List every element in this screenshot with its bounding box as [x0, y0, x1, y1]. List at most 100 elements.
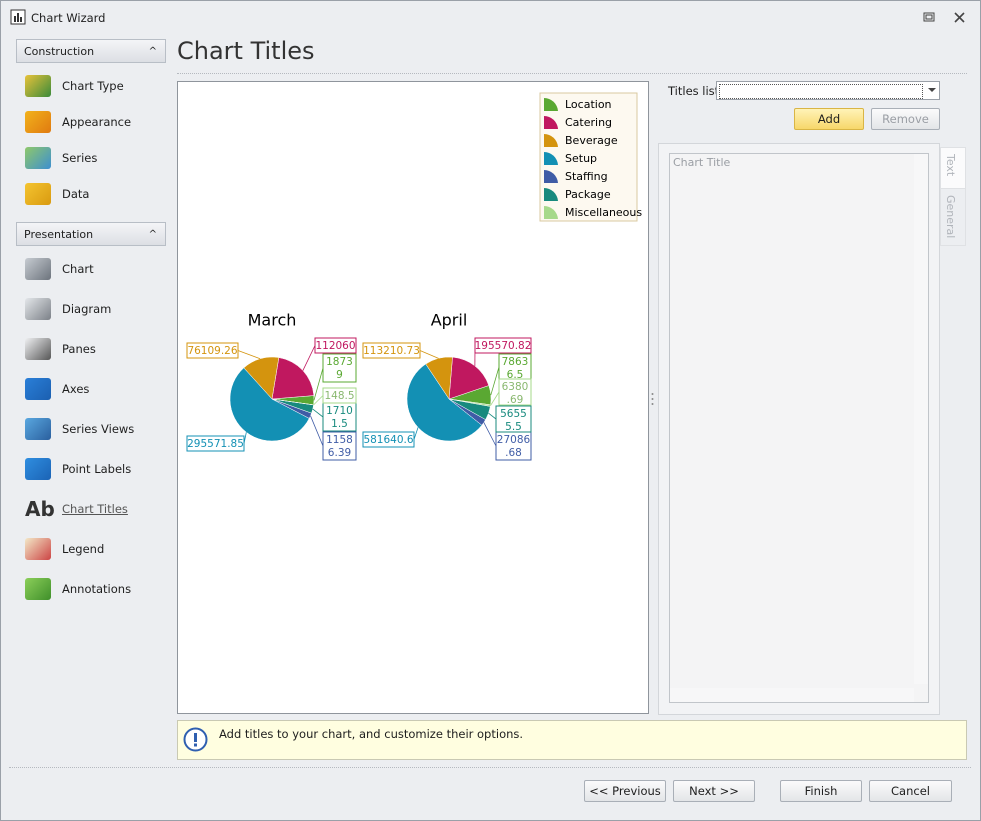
- nav-item[interactable]: Diagram: [25, 294, 111, 324]
- nav-icon: [25, 458, 51, 480]
- splitter-grip[interactable]: [650, 391, 655, 407]
- nav-icon: [25, 183, 51, 205]
- nav-label: Axes: [62, 382, 90, 396]
- hint-box: Add titles to your chart, and customize …: [177, 720, 967, 760]
- nav-item[interactable]: Ab Chart Titles: [25, 494, 128, 524]
- nav-label: Data: [62, 187, 90, 201]
- legend-label: Package: [565, 188, 611, 201]
- leader-line: [490, 391, 500, 406]
- label-box: [186, 435, 245, 452]
- leader-line: [488, 412, 497, 420]
- label-box: [498, 378, 532, 406]
- nav-icon: Ab: [25, 497, 55, 521]
- leader-line: [483, 422, 497, 447]
- close-button[interactable]: [954, 12, 965, 23]
- info-icon: [183, 727, 208, 752]
- nav-item[interactable]: Series: [25, 143, 97, 173]
- label-box: [362, 342, 421, 359]
- nav-label: Legend: [62, 542, 105, 556]
- data-label: 7863 6.5: [502, 356, 529, 381]
- legend-swatch: [544, 205, 558, 219]
- focus-rect: [719, 84, 923, 99]
- legend-swatch: [544, 187, 558, 201]
- nav-icon: [25, 378, 51, 400]
- restore-button[interactable]: [923, 12, 935, 22]
- nav-label: Appearance: [62, 115, 132, 129]
- collapse-chevron[interactable]: ^: [148, 229, 157, 240]
- next-button[interactable]: Next >>: [673, 780, 755, 802]
- group-header[interactable]: Construction ^: [16, 39, 166, 63]
- data-label: 113210.73: [363, 345, 420, 357]
- app-icon: [10, 9, 26, 25]
- pie-slice: [271, 357, 315, 400]
- cancel-button[interactable]: Cancel: [869, 780, 952, 802]
- label-box: [495, 431, 532, 461]
- label-box: [362, 431, 415, 448]
- legend-label: Staffing: [565, 170, 608, 183]
- label-box: [498, 353, 532, 381]
- legend-label: Miscellaneous: [565, 206, 642, 219]
- nav-item[interactable]: Legend: [25, 534, 104, 564]
- data-label: 581640.6: [363, 434, 413, 446]
- nav-item[interactable]: Axes: [25, 374, 89, 404]
- title-text-editor[interactable]: Chart Title: [669, 153, 929, 703]
- nav-item[interactable]: Appearance: [25, 107, 131, 137]
- legend-label: Catering: [565, 116, 612, 129]
- collapse-chevron[interactable]: ^: [148, 46, 157, 57]
- tab-general[interactable]: General: [940, 188, 966, 246]
- group-header[interactable]: Presentation ^: [16, 222, 166, 246]
- nav-item[interactable]: Chart: [25, 254, 94, 284]
- nav-item[interactable]: Data: [25, 179, 89, 209]
- legend-swatch: [544, 169, 558, 183]
- page-title: Chart Titles: [177, 37, 315, 65]
- legend-swatch: [544, 115, 558, 129]
- nav-item[interactable]: Panes: [25, 334, 96, 364]
- nav-icon: [25, 298, 51, 320]
- nav-label: Series Views: [62, 422, 135, 436]
- data-label: 148.5: [324, 390, 354, 402]
- separator: [9, 767, 971, 768]
- data-label: 6380.69: [502, 381, 529, 406]
- legend-label: Setup: [565, 152, 597, 165]
- nav-label: Diagram: [62, 302, 112, 316]
- legend-swatch: [544, 97, 558, 111]
- remove-button[interactable]: Remove: [871, 108, 940, 130]
- nav-item[interactable]: Annotations: [25, 574, 131, 604]
- leader-line: [310, 415, 324, 447]
- titles-list-combobox[interactable]: [716, 81, 940, 100]
- horizontal-scrollbar[interactable]: [670, 688, 914, 702]
- finish-button[interactable]: Finish: [780, 780, 862, 802]
- nav-icon: [25, 147, 51, 169]
- data-label: 5655 5.5: [500, 408, 527, 433]
- leader-line: [490, 366, 500, 396]
- data-label: 295571.85: [187, 438, 244, 450]
- legend-swatch: [544, 151, 558, 165]
- tab-label: Text: [944, 154, 957, 177]
- tab-text[interactable]: Text: [940, 147, 966, 189]
- data-label: 195570.82: [475, 340, 532, 352]
- nav-item[interactable]: Point Labels: [25, 454, 131, 484]
- nav-icon: [25, 338, 51, 360]
- window-title: Chart Wizard: [31, 11, 106, 25]
- previous-button[interactable]: << Previous: [584, 780, 666, 802]
- label-box: [495, 405, 532, 433]
- label-box: [322, 402, 357, 432]
- data-label: 1710 1.5: [326, 405, 353, 430]
- leader-line: [313, 395, 324, 406]
- nav-item[interactable]: Series Views: [25, 414, 134, 444]
- nav-icon: [25, 418, 51, 440]
- add-button[interactable]: Add: [794, 108, 864, 130]
- label-box: [186, 342, 239, 359]
- dropdown-arrow[interactable]: [928, 88, 936, 93]
- leader-line: [419, 350, 439, 359]
- vertical-scrollbar[interactable]: [914, 154, 928, 684]
- nav-item[interactable]: Chart Type: [25, 71, 124, 101]
- titles-list-label: Titles list:: [668, 84, 724, 98]
- data-label: 76109.26: [187, 345, 237, 357]
- label-box: [322, 353, 357, 383]
- legend-swatch: [544, 133, 558, 147]
- label-box: [322, 387, 357, 404]
- editor-text: Chart Title: [673, 156, 731, 169]
- nav-label: Annotations: [62, 582, 132, 596]
